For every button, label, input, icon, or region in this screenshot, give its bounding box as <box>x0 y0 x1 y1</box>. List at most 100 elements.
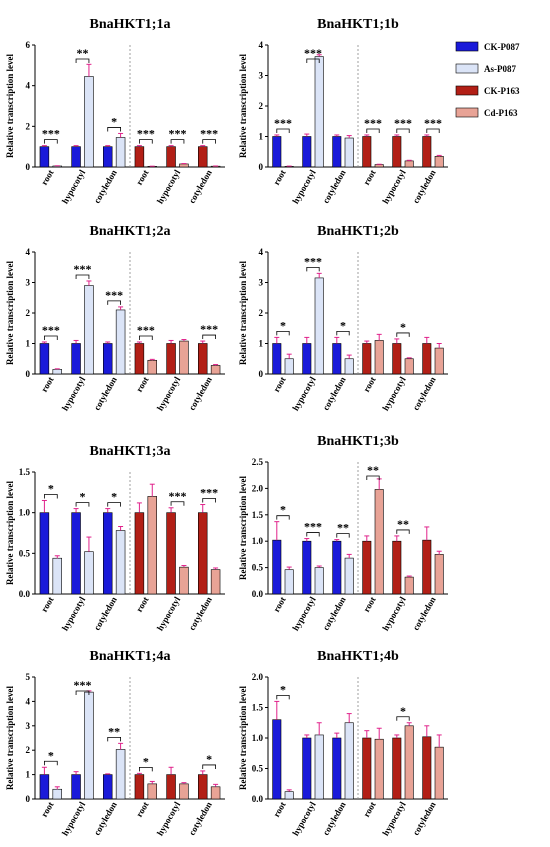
bar-treated <box>404 725 414 800</box>
y-axis-label: Relative transcription level <box>238 686 248 790</box>
category-label: hypocotyl <box>290 375 318 413</box>
sig-bracket <box>139 766 153 772</box>
sig-bracket <box>170 501 185 506</box>
bar-treated <box>404 160 414 168</box>
y-axis-label: Relative transcription level <box>238 54 248 158</box>
category-label: root <box>271 595 288 614</box>
chart-panels: BnaHKT1;1a Relative transcription level 0 2… <box>5 17 448 837</box>
y-tick-label: 1 <box>26 339 31 349</box>
sig-label: *** <box>137 323 155 337</box>
y-axis-label: Relative transcription level <box>5 481 15 585</box>
sig-bracket <box>202 139 216 144</box>
bar-treated <box>147 359 157 375</box>
category-label: root <box>361 168 378 187</box>
sig-bracket <box>202 498 216 503</box>
category-label: cotyledon <box>321 375 348 412</box>
sig-bracket <box>75 274 90 279</box>
bar-control <box>302 343 312 375</box>
bar-control <box>332 540 342 595</box>
sig-label: *** <box>304 46 322 60</box>
panel-3: BnaHKT1;2a Relative transcription level 0 1… <box>5 224 225 412</box>
bar-control <box>198 774 208 800</box>
bar-treated <box>84 76 94 168</box>
y-tick-label: 1.0 <box>252 733 264 743</box>
category-label: cotyledon <box>321 595 348 632</box>
sig-bracket <box>107 502 121 507</box>
bar-treated <box>314 277 324 375</box>
category-label: cotyledon <box>321 800 348 837</box>
category-label: cotyledon <box>187 168 214 205</box>
panel-title: BnaHKT1;4b <box>317 649 399 664</box>
y-tick-label: 2 <box>259 308 264 318</box>
category-label: root <box>134 375 151 394</box>
y-tick-label: 2 <box>26 745 31 755</box>
bar-control <box>422 736 432 800</box>
category-label: root <box>361 595 378 614</box>
panel-title: BnaHKT1;4a <box>90 649 171 664</box>
category-label: cotyledon <box>92 168 119 205</box>
legend-swatch-as-p087 <box>455 63 479 74</box>
bar-treated <box>374 340 384 375</box>
sig-label: *** <box>137 127 155 141</box>
bar-control <box>71 512 81 595</box>
sig-bracket <box>44 335 58 340</box>
y-axis-label: Relative transcription level <box>238 261 248 365</box>
y-tick-label: 2.0 <box>252 483 264 493</box>
sig-label: *** <box>74 262 92 276</box>
category-label: root <box>39 375 56 394</box>
category-label: root <box>39 595 56 614</box>
category-label: cotyledon <box>411 375 438 412</box>
bar-control <box>103 512 113 595</box>
bar-treated <box>210 786 221 800</box>
sig-label: ** <box>367 463 379 477</box>
legend-label-ck-p087: CK-P087 <box>484 42 520 52</box>
bar-treated <box>179 340 189 375</box>
sig-bracket <box>396 529 410 534</box>
legend-item-ck-p087: CK-P087 <box>455 41 520 52</box>
bar-control <box>103 774 113 800</box>
category-label: cotyledon <box>92 375 119 412</box>
sig-label: *** <box>105 288 123 302</box>
bar-treated <box>115 137 126 168</box>
y-tick-label: 4 <box>26 247 31 257</box>
sig-bracket <box>276 695 290 700</box>
category-label: cotyledon <box>411 800 438 837</box>
bar-control <box>422 343 432 375</box>
bar-treated <box>434 554 444 595</box>
bar-control <box>272 136 282 168</box>
bar-control <box>302 540 312 595</box>
bar-control <box>392 737 402 800</box>
sig-label: *** <box>169 489 187 503</box>
sig-bracket <box>107 736 121 742</box>
y-tick-label: 0.0 <box>19 589 31 599</box>
bar-control <box>198 512 208 595</box>
category-label: hypocotyl <box>155 800 183 838</box>
sig-label: *** <box>424 116 442 130</box>
bar-control <box>198 343 208 375</box>
category-label: hypocotyl <box>380 375 408 413</box>
y-tick-label: 0 <box>259 369 264 379</box>
category-label: cotyledon <box>321 168 348 205</box>
category-label: hypocotyl <box>60 800 88 838</box>
sig-label: *** <box>304 254 322 268</box>
category-label: cotyledon <box>187 800 214 837</box>
sig-bracket <box>107 300 121 305</box>
sig-label: *** <box>74 678 92 692</box>
sig-label: ** <box>337 521 349 535</box>
bar-treated <box>344 137 354 168</box>
sig-bracket <box>276 331 290 336</box>
y-tick-label: 0 <box>26 794 31 804</box>
bar-control <box>392 540 402 595</box>
y-tick-label: 0 <box>259 162 264 172</box>
bar-control <box>302 737 312 800</box>
legend-swatch-ck-p087 <box>455 41 479 52</box>
sig-bracket <box>44 760 58 766</box>
bar-treated <box>374 738 384 800</box>
bar-treated <box>314 734 324 800</box>
bar-control <box>302 136 312 168</box>
sig-label: *** <box>200 486 218 500</box>
y-tick-label: 1.5 <box>252 510 264 520</box>
category-label: hypocotyl <box>60 168 88 206</box>
bar-treated <box>374 164 384 168</box>
bar-treated <box>52 369 62 375</box>
